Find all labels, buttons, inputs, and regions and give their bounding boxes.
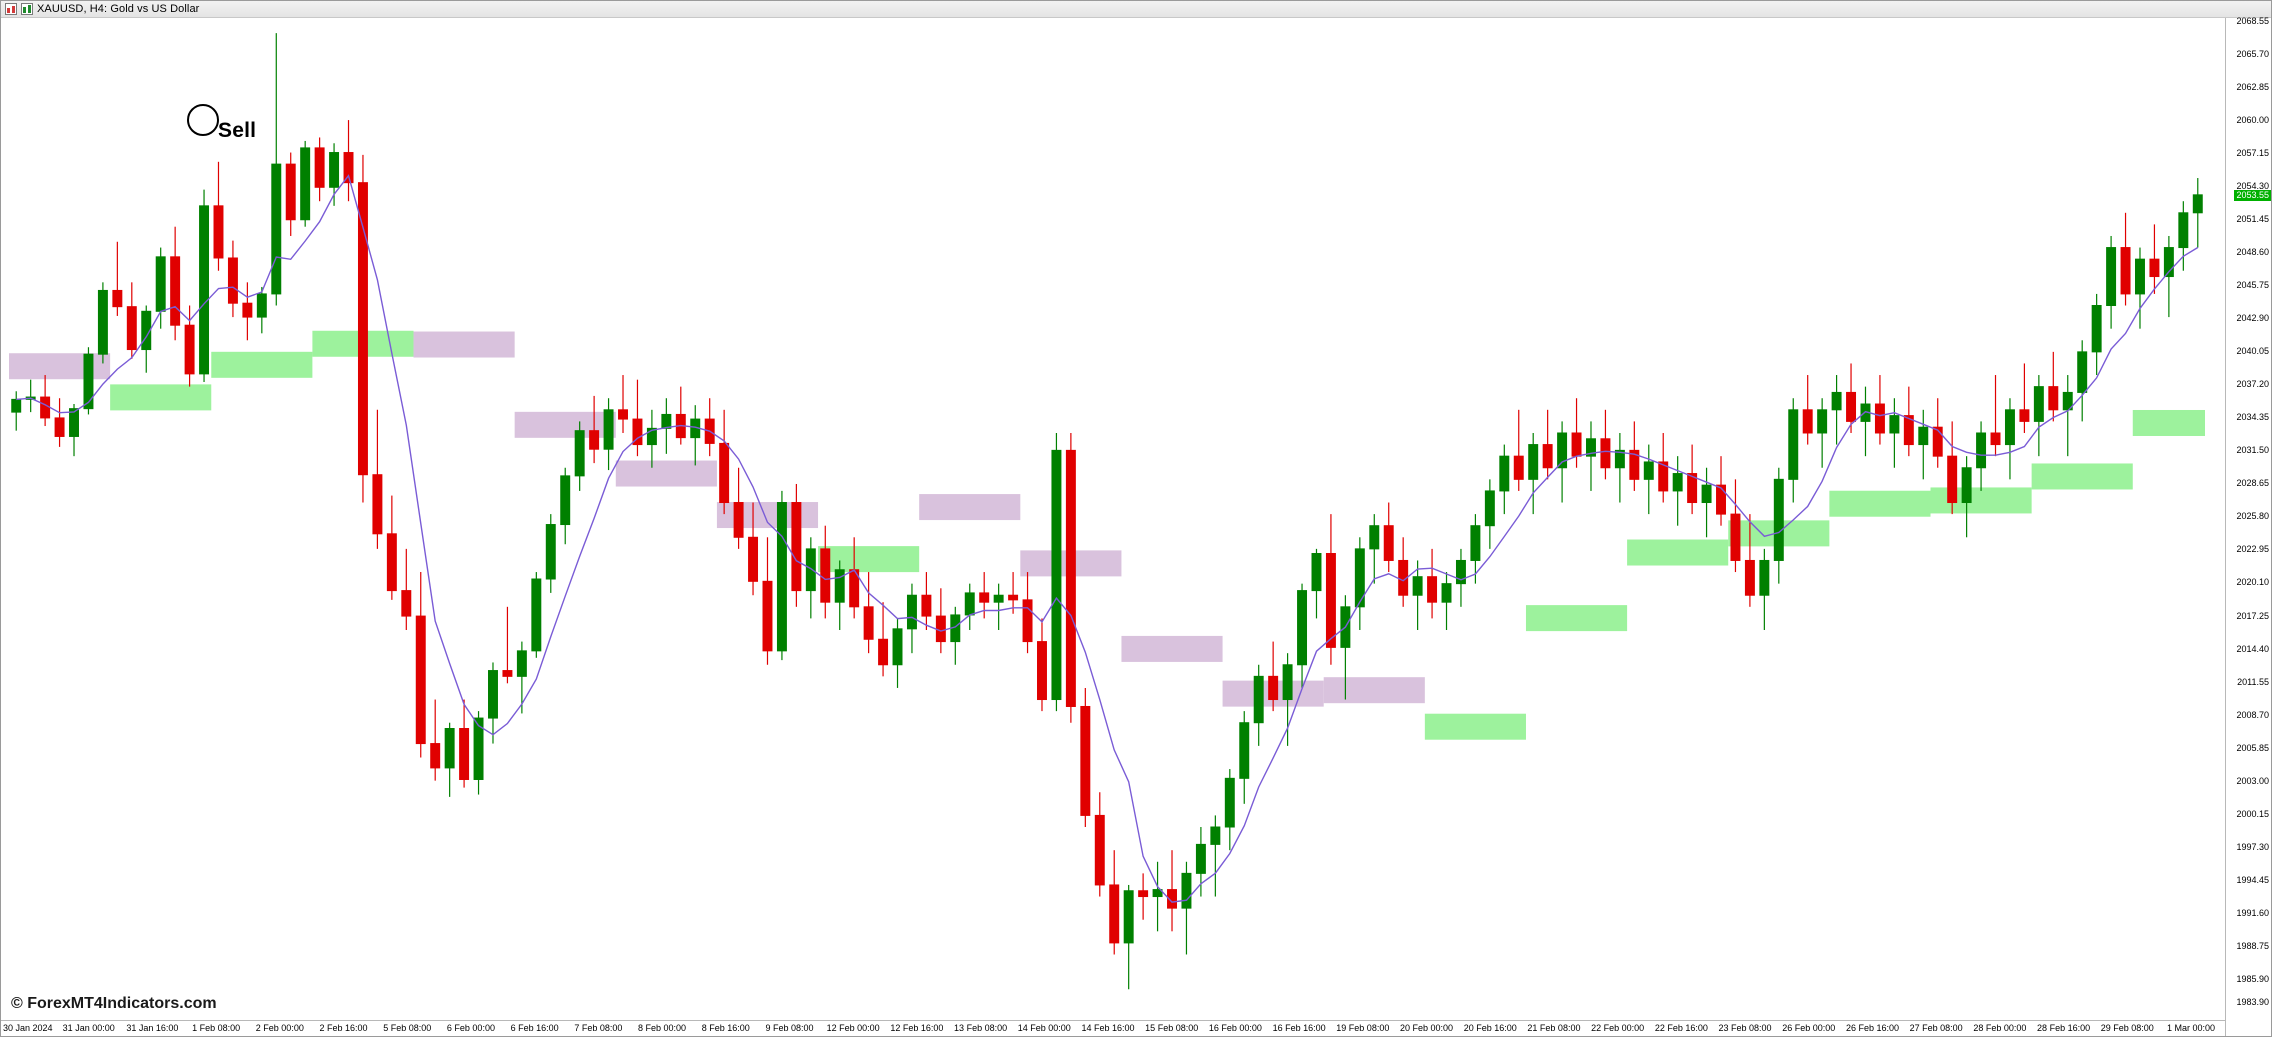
price-tick-label: 2037.20 [2236, 379, 2269, 390]
price-tick-label: 2028.65 [2236, 478, 2269, 489]
price-tick-label: 2060.00 [2236, 115, 2269, 126]
window-title-bar: XAUUSD, H4: Gold vs US Dollar [1, 1, 2271, 18]
time-axis[interactable]: 30 Jan 2024 31 Jan 00:00 31 Jan 16:00 1 Feb… [1, 1020, 2225, 1036]
time-tick-label: 26 Feb 00:00 [1782, 1023, 1836, 1033]
price-tick-label: 2042.90 [2236, 313, 2269, 324]
price-tick-label: 2022.95 [2236, 544, 2269, 555]
time-tick-label: 16 Feb 16:00 [1272, 1023, 1326, 1033]
time-tick-label: 22 Feb 16:00 [1654, 1023, 1708, 1033]
time-tick-label: 20 Feb 00:00 [1399, 1023, 1454, 1033]
sell-signal-label: Sell [218, 119, 257, 142]
time-tick-label: 8 Feb 16:00 [701, 1023, 750, 1033]
sell-signal-circle [187, 104, 219, 136]
time-tick-label: 2 Feb 16:00 [319, 1023, 368, 1033]
price-tick-label: 2011.55 [2237, 676, 2269, 687]
price-tick-label: 2065.70 [2236, 49, 2269, 60]
time-tick-label: 14 Feb 16:00 [1081, 1023, 1135, 1033]
chart-plot-area[interactable]: Sell © ForexMT4Indicators.com 30 Jan 202… [1, 18, 2271, 1036]
price-tick-label: 2062.85 [2236, 82, 2269, 93]
price-tick-label: 2020.10 [2236, 577, 2269, 588]
price-tick-label: 2014.40 [2236, 643, 2269, 654]
time-tick-label: 31 Jan 16:00 [126, 1023, 179, 1033]
price-tick-label: 1997.30 [2236, 841, 2269, 852]
price-tick-label: 2005.85 [2236, 742, 2269, 753]
time-tick-label: 23 Feb 08:00 [1718, 1023, 1772, 1033]
time-tick-label: 27 Feb 08:00 [1909, 1023, 1963, 1033]
time-tick-label: 26 Feb 16:00 [1845, 1023, 1899, 1033]
time-tick-label: 6 Feb 00:00 [446, 1023, 495, 1033]
price-tick-label: 2000.15 [2236, 808, 2269, 819]
price-tick-label: 2025.80 [2236, 511, 2269, 522]
time-tick-label: 28 Feb 16:00 [2037, 1023, 2091, 1033]
candlestick-green-icon [21, 3, 33, 15]
time-tick-label: 12 Feb 00:00 [826, 1023, 880, 1033]
time-tick-label: 22 Feb 00:00 [1591, 1023, 1645, 1033]
candlestick-red-icon [5, 3, 17, 15]
time-tick-label: 20 Feb 16:00 [1463, 1023, 1517, 1033]
time-tick-label: 29 Feb 08:00 [2100, 1023, 2154, 1033]
site-watermark: © ForexMT4Indicators.com [11, 995, 217, 1012]
price-tick-label: 2045.75 [2236, 280, 2269, 291]
time-tick-label: 1 Mar 00:00 [2166, 1023, 2216, 1033]
moving-average-line [16, 174, 2199, 903]
time-tick-label: 14 Feb 00:00 [1017, 1023, 1071, 1033]
time-tick-label: 12 Feb 16:00 [890, 1023, 944, 1033]
price-tick-label: 2040.05 [2236, 346, 2269, 357]
price-tick-label: 2048.60 [2236, 247, 2269, 258]
price-tick-label: 2017.25 [2236, 610, 2269, 621]
price-tick-label: 2054.30 [2236, 181, 2269, 192]
last-price-tag: 2053.55 [2234, 189, 2271, 201]
price-tick-label: 2051.45 [2236, 214, 2269, 225]
price-tick-label: 1988.75 [2236, 940, 2269, 951]
time-tick-label: 15 Feb 08:00 [1145, 1023, 1199, 1033]
time-tick-label: 19 Feb 08:00 [1336, 1023, 1390, 1033]
price-axis[interactable]: 2068.55 2065.70 2062.85 2060.00 2057.15 2054.… [2225, 16, 2271, 1036]
price-tick-label: 1985.90 [2236, 973, 2269, 984]
time-tick-label: 8 Feb 00:00 [638, 1023, 687, 1033]
time-tick-label: 28 Feb 00:00 [1973, 1023, 2027, 1033]
time-tick-label: 9 Feb 08:00 [765, 1023, 814, 1033]
time-tick-label: 13 Feb 08:00 [954, 1023, 1008, 1033]
price-tick-label: 1994.45 [2236, 874, 2269, 885]
price-tick-label: 2034.35 [2236, 412, 2269, 423]
time-tick-label: 1 Feb 08:00 [192, 1023, 241, 1033]
time-tick-label: 6 Feb 16:00 [510, 1023, 559, 1033]
time-tick-label: 2 Feb 00:00 [255, 1023, 304, 1033]
price-tick-label: 2057.15 [2236, 148, 2269, 159]
time-tick-label: 16 Feb 00:00 [1208, 1023, 1262, 1033]
price-tick-label: 2068.55 [2236, 16, 2269, 26]
price-tick-label: 2003.00 [2236, 775, 2269, 786]
price-tick-label: 1983.90 [2236, 997, 2269, 1007]
time-tick-label: 30 Jan 2024 [3, 1023, 53, 1033]
price-tick-label: 2031.50 [2236, 445, 2269, 456]
time-tick-label: 7 Feb 08:00 [574, 1023, 623, 1033]
window-title: XAUUSD, H4: Gold vs US Dollar [37, 3, 200, 15]
price-tick-label: 2008.70 [2236, 709, 2269, 720]
time-tick-label: 21 Feb 08:00 [1527, 1023, 1581, 1033]
price-tick-label: 1991.60 [2236, 907, 2269, 918]
time-tick-label: 31 Jan 00:00 [62, 1023, 115, 1033]
candles [11, 33, 2203, 990]
price-chart-svg [1, 18, 2227, 1021]
time-tick-label: 5 Feb 08:00 [383, 1023, 432, 1033]
